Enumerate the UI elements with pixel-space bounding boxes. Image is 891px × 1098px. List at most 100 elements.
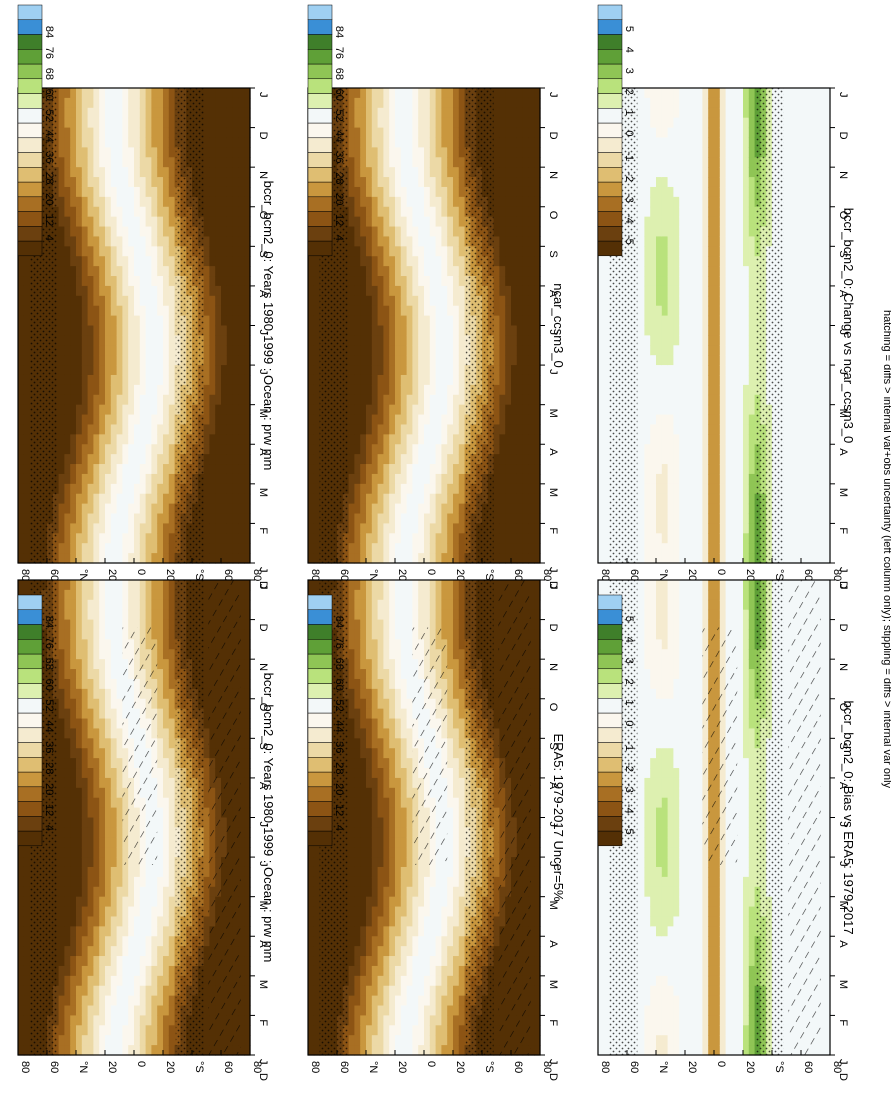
cell [81, 906, 89, 918]
cell [371, 365, 379, 376]
cell [23, 1045, 31, 1056]
cell [99, 956, 106, 967]
cell [122, 1025, 129, 1036]
cell [122, 886, 129, 898]
cell [168, 167, 176, 178]
cell [87, 365, 94, 376]
cell [122, 206, 129, 218]
cell [238, 629, 245, 640]
cell [64, 758, 71, 769]
cell [151, 609, 158, 621]
cell [238, 956, 245, 967]
cell [226, 295, 234, 307]
cell [163, 807, 170, 819]
cell [348, 493, 355, 505]
cell [348, 533, 355, 544]
cell [244, 758, 251, 769]
cell [122, 553, 129, 564]
cell [418, 404, 425, 416]
cell [110, 698, 118, 710]
cell [244, 718, 251, 730]
cell [244, 688, 251, 700]
cell [122, 88, 129, 99]
cell [23, 335, 31, 346]
cell [110, 777, 118, 789]
cell [145, 335, 152, 346]
cell [122, 906, 129, 918]
cell [70, 1005, 77, 1017]
cell [209, 157, 216, 168]
cell [70, 88, 77, 99]
cell [226, 483, 234, 495]
cell [412, 483, 419, 495]
cell [244, 384, 251, 396]
cell [215, 414, 222, 426]
cell [244, 876, 251, 888]
cell [70, 847, 77, 858]
cell [232, 315, 239, 327]
cell [23, 543, 31, 554]
cell [163, 454, 170, 465]
cell [116, 619, 123, 631]
hatching [122, 627, 158, 865]
cell [64, 965, 71, 977]
cell [128, 956, 135, 967]
cell [128, 876, 135, 888]
cell [238, 167, 245, 178]
cell [238, 639, 245, 650]
cell [203, 88, 210, 99]
cell [313, 315, 321, 327]
cell [209, 117, 216, 129]
cell [122, 589, 129, 601]
cell [110, 1035, 118, 1046]
cell [313, 256, 321, 267]
cell [238, 266, 245, 277]
cell [81, 797, 89, 809]
cell [168, 698, 176, 710]
cell [400, 97, 408, 109]
cell [76, 226, 83, 238]
cell [99, 295, 106, 307]
colorbar-swatch [17, 108, 43, 124]
cell [406, 434, 413, 445]
cell [93, 698, 100, 710]
colorbar-swatch [17, 78, 43, 94]
cell [64, 216, 71, 228]
cell [76, 157, 83, 168]
cell [105, 107, 112, 119]
cell [105, 649, 112, 660]
cell [58, 580, 65, 591]
cell [203, 669, 210, 680]
cell [128, 196, 135, 208]
cell [81, 1045, 89, 1056]
cell [64, 678, 71, 690]
cell [400, 256, 408, 267]
cell [128, 404, 135, 416]
cell [389, 236, 396, 247]
cell [128, 315, 135, 327]
cell [116, 1035, 123, 1046]
cell [424, 226, 431, 238]
cell [406, 355, 413, 366]
cell [122, 186, 129, 198]
cell [209, 493, 216, 505]
cell [238, 946, 245, 957]
cell [81, 236, 89, 247]
cell [383, 186, 390, 198]
cell [238, 837, 245, 848]
cell [348, 147, 355, 158]
cell [395, 384, 402, 396]
cell [157, 513, 164, 525]
cell [110, 97, 118, 109]
cell [412, 226, 419, 238]
cell [76, 513, 83, 525]
cell [76, 857, 83, 868]
cell [400, 483, 408, 495]
cell [18, 256, 25, 267]
cell [70, 285, 77, 297]
cell [168, 1015, 176, 1026]
cell [99, 186, 106, 198]
cell [412, 137, 419, 148]
cell [122, 444, 129, 455]
cell [99, 748, 106, 759]
